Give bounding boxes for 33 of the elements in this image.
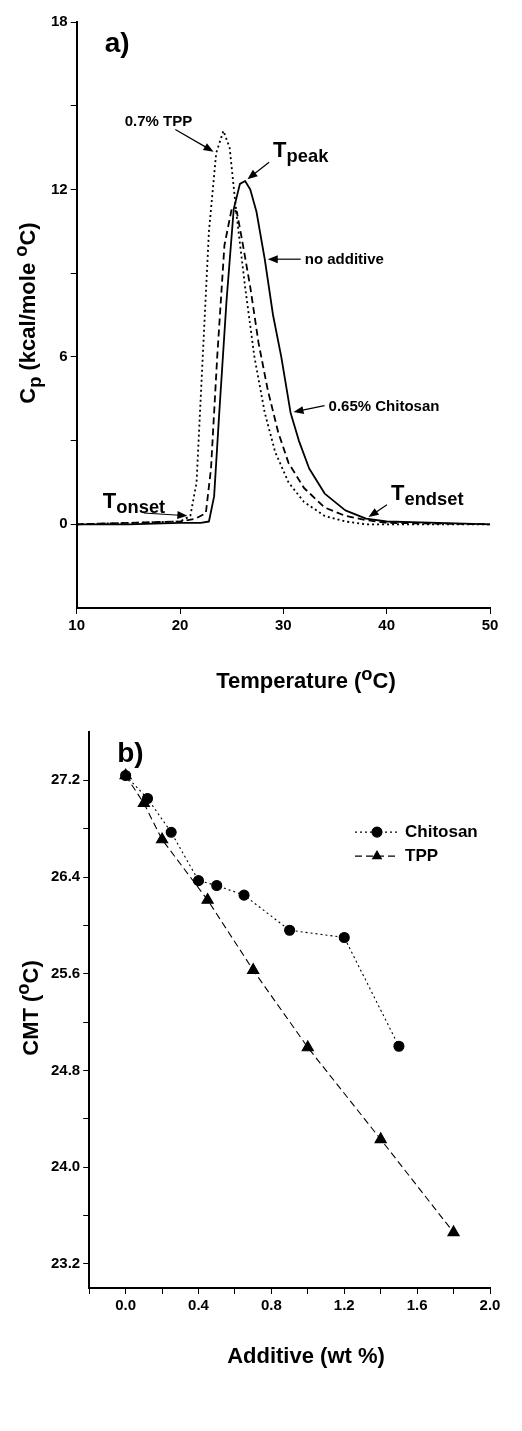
y-tick-label: 18	[51, 12, 68, 30]
annotation: b)	[117, 736, 144, 768]
x-tick-label: 0.8	[260, 1296, 282, 1314]
annotation: a)	[104, 26, 130, 58]
legend-label: TPP	[405, 845, 439, 865]
y-tick-label: 12	[51, 179, 68, 197]
annotation: T$_{endset}$	[391, 479, 464, 511]
y-tick-label: 26.4	[50, 867, 81, 885]
x-tick-label: 0.4	[188, 1296, 210, 1314]
text: 0.0	[115, 1296, 137, 1314]
y-tick-label: 27.2	[50, 770, 81, 788]
y-tick-label: 6	[59, 347, 68, 364]
annotation: no additive	[304, 250, 384, 269]
x-tick-label: 40	[378, 616, 396, 634]
annotation: 0.7% TPP	[124, 112, 193, 131]
x-tick-label: 1.6	[406, 1296, 428, 1314]
y-tick-label: 23.2	[50, 1253, 81, 1271]
x-axis-title: Additive (wt %)	[226, 1343, 386, 1369]
x-tick-label: 50	[481, 616, 499, 634]
x-tick-label: 1.2	[333, 1296, 355, 1314]
text: 2.0	[479, 1296, 501, 1314]
x-axis-title: Temperature ($^{o}$C)	[215, 663, 397, 695]
x-tick-label: 10	[68, 616, 86, 634]
x-tick-label: 30	[275, 616, 292, 634]
y-tick-label: 0	[59, 514, 68, 532]
annotation: T$_{peak}$	[273, 136, 329, 169]
annotation: 0.65% Chitosan	[328, 396, 440, 415]
legend-label: Chitosan	[405, 821, 478, 841]
text: 24.0	[50, 1157, 81, 1175]
annotation: T$_{onset}$	[102, 487, 166, 520]
x-tick-label: 20	[171, 616, 189, 634]
y-tick-label: 25.6	[50, 963, 81, 981]
y-tick-label: 24.8	[50, 1060, 81, 1078]
